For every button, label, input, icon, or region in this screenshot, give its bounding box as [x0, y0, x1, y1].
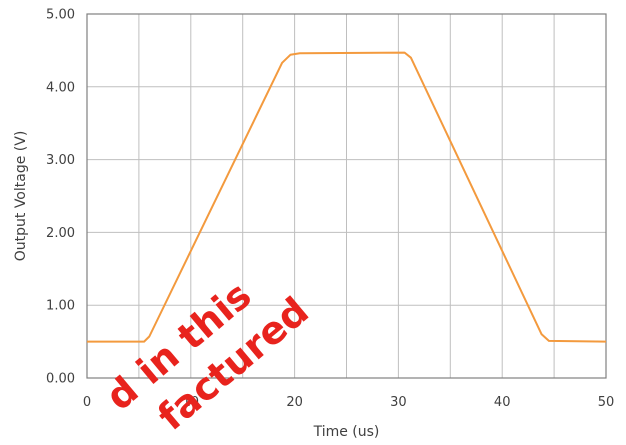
y-tick-label: 1.00 [46, 299, 75, 314]
series-layer [87, 51, 607, 343]
x-tick-label: 40 [494, 395, 511, 410]
y-tick-label: 4.00 [46, 80, 75, 95]
chart-grid [86, 13, 607, 379]
x-tick-label: 30 [390, 395, 407, 410]
y-tick-label: 5.00 [46, 8, 75, 23]
y-tick-label: 2.00 [46, 226, 75, 241]
x-axis-tick-labels: 0 10 20 30 40 50 [83, 395, 614, 410]
plot-area-frame [86, 13, 607, 379]
output-voltage-line [87, 51, 607, 343]
x-tick-label: 20 [286, 395, 303, 410]
x-tick-label: 10 [183, 395, 200, 410]
y-tick-label: 3.00 [46, 153, 75, 168]
y-tick-label: 0.00 [46, 372, 75, 387]
x-tick-label: 0 [83, 395, 91, 410]
y-axis-tick-labels: 0.00 1.00 2.00 3.00 4.00 5.00 [46, 8, 75, 387]
x-axis-title: Time (us) [313, 424, 380, 440]
y-axis-title: Output Voltage (V) [13, 131, 29, 262]
x-tick-label: 50 [598, 395, 615, 410]
